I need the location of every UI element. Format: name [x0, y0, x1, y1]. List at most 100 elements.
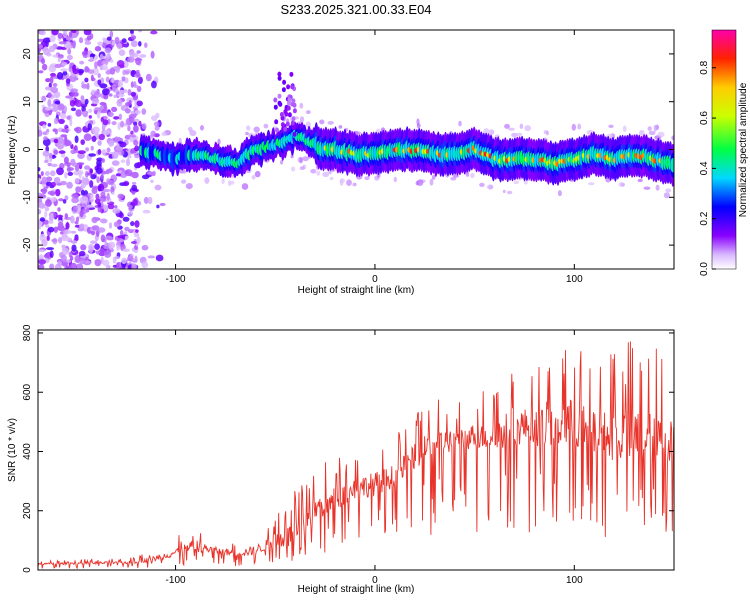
- spectrogram-x-axis-label: Height of straight line (km): [298, 285, 415, 296]
- spectrogram-noise-speckle: [111, 106, 118, 112]
- spectrogram-noise-speckle: [102, 88, 110, 96]
- spectrogram-halo-speckle: [178, 137, 182, 144]
- spectrogram-noise-speckle: [74, 255, 81, 264]
- colorbar-gradient: [712, 30, 736, 269]
- spectrogram-noise-speckle: [45, 155, 49, 162]
- spectrogram-noise-speckle: [112, 208, 121, 214]
- spectrogram-noise-speckle: [111, 191, 115, 195]
- spectrogram-noise-speckle: [84, 165, 91, 170]
- spectrogram-noise-speckle: [136, 161, 141, 169]
- spectrogram-noise-speckle: [95, 193, 100, 200]
- spectrogram-noise-speckle: [58, 237, 63, 244]
- spectrogram-noise-speckle: [103, 204, 108, 212]
- spectrogram-halo-speckle: [450, 176, 457, 181]
- spectrogram-noise-speckle: [96, 163, 102, 169]
- spectrogram-noise-speckle: [38, 129, 43, 137]
- spectrogram-halo-speckle: [141, 122, 147, 130]
- spectrogram-noise-speckle: [128, 113, 137, 119]
- spectrogram-noise-speckle: [107, 179, 115, 186]
- spectrogram-noise-speckle: [58, 150, 66, 154]
- spectrogram-halo-speckle: [189, 130, 197, 137]
- spectrogram-noise-speckle: [113, 116, 120, 120]
- spectrogram-noise-speckle: [118, 113, 123, 121]
- spectrogram-noise-speckle: [38, 264, 45, 269]
- spectrogram-halo-speckle: [319, 119, 325, 125]
- spectrogram-noise-speckle: [111, 83, 117, 92]
- spectrogram-noise-speckle: [97, 73, 101, 79]
- spectrogram-noise-speckle: [138, 30, 142, 33]
- spectrogram-halo-speckle: [643, 186, 651, 190]
- spectrogram-noise-speckle: [46, 235, 50, 241]
- spectrogram-noise-speckle: [84, 260, 90, 264]
- spectrogram-noise-speckle: [134, 118, 139, 122]
- colorbar-tick-label: 0.0: [699, 262, 710, 276]
- spectrogram-noise-speckle: [90, 145, 94, 151]
- spectrogram-noise-speckle: [47, 123, 52, 127]
- spectrogram-noise-speckle: [150, 30, 158, 35]
- spectrogram-noise-speckle: [42, 131, 47, 136]
- spectrogram-noise-speckle: [97, 227, 106, 233]
- spectrogram-halo-speckle: [352, 182, 357, 187]
- spectrogram-noise-speckle: [88, 245, 94, 254]
- spectrogram-noise-speckle: [68, 31, 73, 38]
- spectrogram-noise-speckle: [47, 92, 52, 98]
- spectrogram-noise-speckle: [74, 164, 80, 172]
- spectrogram-halo-speckle: [299, 102, 304, 109]
- spectrogram-noise-speckle: [79, 60, 85, 65]
- spectrogram-noise-speckle: [44, 159, 49, 164]
- spectrogram-noise-speckle: [102, 119, 109, 126]
- spectrogram-noise-speckle: [38, 167, 41, 172]
- spectrogram-noise-speckle: [38, 38, 45, 42]
- spectrogram-noise-speckle: [69, 119, 73, 127]
- spectrogram-noise-speckle: [86, 204, 94, 208]
- spectrogram-burst-cell: [290, 84, 295, 90]
- spectrogram-noise-speckle: [120, 120, 125, 128]
- spectrogram-burst-cell: [277, 71, 282, 77]
- spectrogram-noise-speckle: [81, 176, 85, 184]
- spectrogram-noise-speckle: [101, 158, 105, 163]
- spectrogram-noise-speckle: [81, 196, 89, 204]
- spectrogram-noise-speckle: [142, 209, 151, 214]
- spectrogram-noise-speckle: [131, 263, 137, 269]
- spectrogram-halo-speckle: [152, 170, 156, 177]
- spectrogram-halo-speckle: [299, 116, 305, 123]
- spectrogram-noise-speckle: [104, 249, 112, 258]
- spectrogram-noise-speckle: [74, 135, 79, 144]
- spectrogram-noise-speckle: [42, 150, 50, 157]
- spectrogram-noise-speckle: [122, 216, 130, 222]
- spectrogram-noise-speckle: [75, 109, 82, 117]
- spectrogram-halo-speckle: [639, 129, 645, 136]
- spectrogram-noise-speckle: [50, 72, 56, 77]
- spectrogram-noise-speckle: [91, 77, 96, 82]
- spectrogram-halo-speckle: [657, 131, 665, 138]
- spectrogram-noise-speckle: [42, 124, 47, 129]
- spectrogram-halo-speckle: [310, 168, 317, 174]
- spectrogram-noise-speckle: [88, 115, 93, 119]
- spectrogram-halo-speckle: [254, 170, 261, 178]
- spectrogram-noise-speckle: [53, 177, 61, 184]
- spectrogram-noise-speckle: [83, 133, 92, 141]
- snr-series-line: [38, 341, 674, 570]
- spectrogram-halo-speckle: [305, 110, 311, 115]
- spectrogram-noise-speckle: [125, 117, 133, 126]
- spectrogram-noise-speckle: [124, 226, 130, 232]
- spectrogram-halo-speckle: [622, 125, 627, 132]
- spectrogram-noise-speckle: [115, 256, 120, 260]
- spectrogram-noise-speckle: [155, 254, 164, 262]
- spectrogram-halo-speckle: [291, 166, 296, 172]
- spectrogram-noise-speckle: [56, 72, 64, 80]
- spectrogram-noise-speckle: [106, 147, 111, 153]
- spectrogram-noise-speckle: [133, 121, 138, 126]
- spectrogram-noise-speckle: [43, 186, 47, 195]
- spectrogram-noise-speckle: [71, 193, 79, 199]
- spectrogram-noise-speckle: [130, 91, 137, 97]
- spectrogram-noise-speckle: [59, 180, 67, 186]
- spectrogram-noise-speckle: [135, 239, 139, 247]
- spectrogram-noise-speckle: [124, 169, 133, 177]
- spectrogram-noise-speckle: [45, 224, 50, 228]
- spectrogram-halo-speckle: [346, 179, 352, 186]
- spectrogram-halo-speckle: [620, 182, 626, 187]
- spectrogram-noise-speckle: [53, 91, 61, 99]
- spectrogram-halo-speckle: [204, 177, 210, 184]
